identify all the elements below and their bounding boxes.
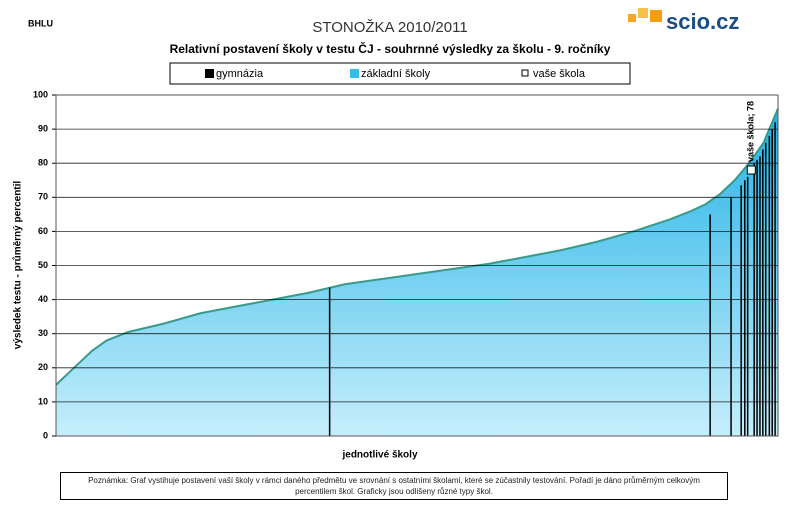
y-tick-label: 20 (38, 362, 48, 372)
legend-label: gymnázia (216, 68, 264, 80)
your-school-label: vaše škola; 78 (746, 101, 756, 162)
legend-swatch (205, 69, 214, 78)
y-tick-label: 50 (38, 260, 48, 270)
y-tick-label: 100 (33, 89, 48, 99)
logo-square (638, 8, 648, 18)
y-tick-label: 0 (43, 430, 48, 440)
your-school-marker (746, 165, 756, 175)
logo-square (628, 14, 636, 22)
school-code: BHLU (28, 18, 53, 28)
legend-label: základní školy (361, 68, 431, 80)
y-tick-label: 60 (38, 226, 48, 236)
legend-label: vaše škola (533, 68, 586, 80)
plot-frame (55, 94, 779, 437)
y-tick-label: 30 (38, 328, 48, 338)
legend-swatch (350, 69, 359, 78)
note: Poznámka: Graf vystihuje postavení vaší … (60, 472, 728, 500)
chart-subtitle: Relativní postavení školy v testu ČJ - s… (170, 41, 611, 56)
x-axis-label: jednotlivé školy (341, 450, 417, 461)
y-tick-label: 40 (38, 294, 48, 304)
y-tick-label: 70 (38, 192, 48, 202)
legend (169, 62, 631, 85)
y-axis-label: výsledek testu - průměrný percentil (12, 181, 24, 350)
y-tick-label: 80 (38, 158, 48, 168)
logo-square (650, 10, 662, 22)
y-tick-label: 90 (38, 123, 48, 133)
area-fill (56, 108, 778, 436)
y-tick-label: 10 (38, 396, 48, 406)
logo: scio.cz (666, 9, 739, 34)
legend-swatch (521, 69, 529, 77)
chart-title: STONOŽKA 2010/2011 (312, 19, 467, 36)
